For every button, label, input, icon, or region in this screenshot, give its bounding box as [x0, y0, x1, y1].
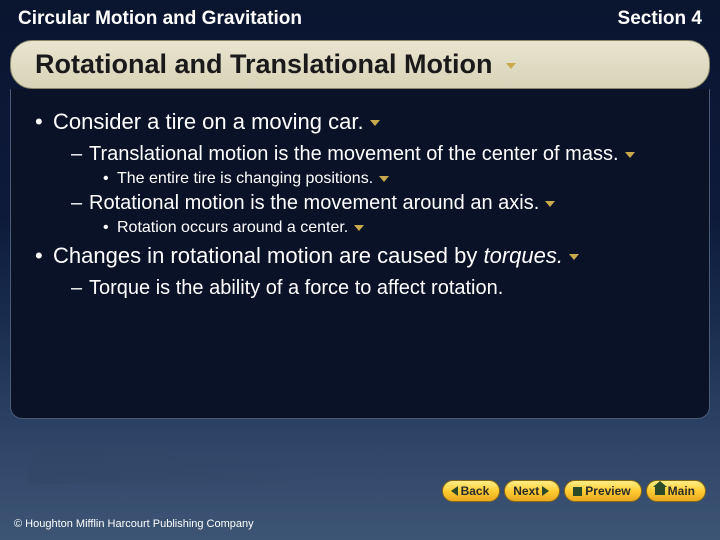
next-label: Next [513, 484, 539, 498]
chevron-down-icon [545, 201, 555, 207]
preview-icon [573, 487, 582, 496]
bullet-level-2: Rotational motion is the movement around… [71, 192, 689, 215]
chevron-down-icon [379, 176, 389, 182]
back-button[interactable]: Back [442, 480, 501, 502]
home-icon [655, 487, 665, 495]
bullet-level-2: Translational motion is the movement of … [71, 143, 689, 166]
bullet-level-1: Changes in rotational motion are caused … [31, 243, 689, 269]
chevron-down-icon [506, 63, 516, 69]
chapter-label: Circular Motion and Gravitation [18, 8, 302, 30]
preview-button[interactable]: Preview [564, 480, 641, 502]
section-label: Section 4 [618, 8, 702, 30]
slide-title-text: Rotational and Translational Motion [35, 49, 493, 79]
arrow-right-icon [542, 486, 549, 496]
slide-header: Circular Motion and Gravitation Section … [0, 0, 720, 34]
chevron-down-icon [569, 254, 579, 260]
title-bar: Rotational and Translational Motion [10, 40, 710, 89]
chevron-down-icon [625, 152, 635, 158]
arrow-left-icon [451, 486, 458, 496]
chevron-down-icon [370, 120, 380, 126]
bullet-level-2: Torque is the ability of a force to affe… [71, 277, 689, 300]
bullet-level-3: The entire tire is changing positions. [103, 170, 689, 188]
bullet-level-1: Consider a tire on a moving car. [31, 109, 689, 135]
bullet-level-3: Rotation occurs around a center. [103, 219, 689, 237]
main-label: Main [668, 484, 695, 498]
back-label: Back [461, 484, 490, 498]
decorative-shadow [27, 448, 312, 484]
preview-label: Preview [585, 484, 630, 498]
main-button[interactable]: Main [646, 480, 706, 502]
chevron-down-icon [354, 225, 364, 231]
content-area: Consider a tire on a moving car. Translat… [10, 89, 710, 419]
next-button[interactable]: Next [504, 480, 560, 502]
copyright-text: © Houghton Mifflin Harcourt Publishing C… [14, 518, 254, 530]
slide-title: Rotational and Translational Motion [10, 40, 710, 89]
nav-bar: Back Next Preview Main [442, 480, 706, 502]
